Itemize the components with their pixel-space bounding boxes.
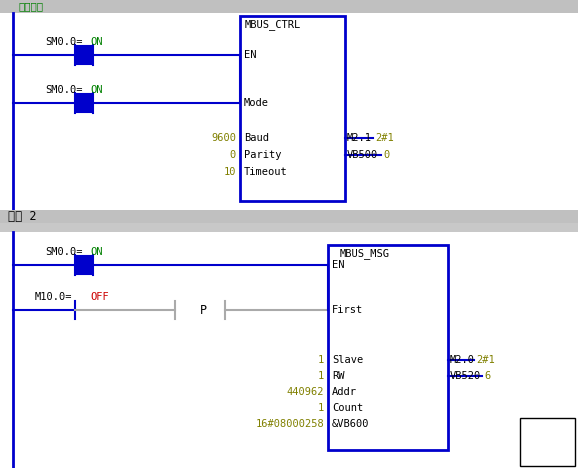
Bar <box>0 0 578 13</box>
Text: M2.0: M2.0 <box>450 355 475 365</box>
Text: 2#1: 2#1 <box>476 355 495 365</box>
Bar <box>328 245 448 450</box>
Text: EN: EN <box>244 50 257 60</box>
Text: 1: 1 <box>318 371 324 381</box>
Text: 1: 1 <box>318 355 324 365</box>
Bar <box>0 210 578 223</box>
Text: 0: 0 <box>383 150 389 160</box>
Text: 0: 0 <box>229 150 236 160</box>
Text: VB500: VB500 <box>347 150 378 160</box>
Text: RW: RW <box>332 371 344 381</box>
Text: P: P <box>200 304 207 316</box>
Text: M2.1: M2.1 <box>347 133 372 143</box>
Bar <box>520 418 575 466</box>
Text: MBUS_CTRL: MBUS_CTRL <box>245 20 301 30</box>
Text: SM0.0=: SM0.0= <box>45 37 83 47</box>
Text: EN: EN <box>332 260 344 270</box>
Bar <box>240 16 345 201</box>
Text: First: First <box>332 305 363 315</box>
Text: 2#1: 2#1 <box>375 133 394 143</box>
Text: M10.0=: M10.0= <box>35 292 72 302</box>
Bar <box>0 223 578 232</box>
Bar <box>76 256 92 274</box>
Text: 网络 2: 网络 2 <box>8 210 36 223</box>
Bar <box>76 94 92 112</box>
Text: MBUS_MSG: MBUS_MSG <box>340 249 390 259</box>
Text: 440962: 440962 <box>287 387 324 397</box>
Text: Addr: Addr <box>332 387 357 397</box>
Text: 6: 6 <box>484 371 490 381</box>
Text: SM0.0=: SM0.0= <box>45 85 83 95</box>
Text: Parity: Parity <box>244 150 281 160</box>
Text: Timeout: Timeout <box>244 167 288 177</box>
Text: ON: ON <box>90 37 102 47</box>
Text: 16#08000258: 16#08000258 <box>255 419 324 429</box>
Text: ON: ON <box>90 247 102 257</box>
Text: VB520: VB520 <box>450 371 481 381</box>
Text: Mode: Mode <box>244 98 269 108</box>
Text: 1: 1 <box>318 403 324 413</box>
Bar <box>76 46 92 64</box>
Text: Baud: Baud <box>244 133 269 143</box>
Text: OFF: OFF <box>90 292 109 302</box>
Text: Slave: Slave <box>332 355 363 365</box>
Text: 9600: 9600 <box>211 133 236 143</box>
Text: ON: ON <box>90 85 102 95</box>
Text: 10: 10 <box>224 167 236 177</box>
Text: &VB600: &VB600 <box>332 419 369 429</box>
Text: SM0.0=: SM0.0= <box>45 247 83 257</box>
Text: Count: Count <box>332 403 363 413</box>
Text: 网络注释: 网络注释 <box>18 1 43 12</box>
